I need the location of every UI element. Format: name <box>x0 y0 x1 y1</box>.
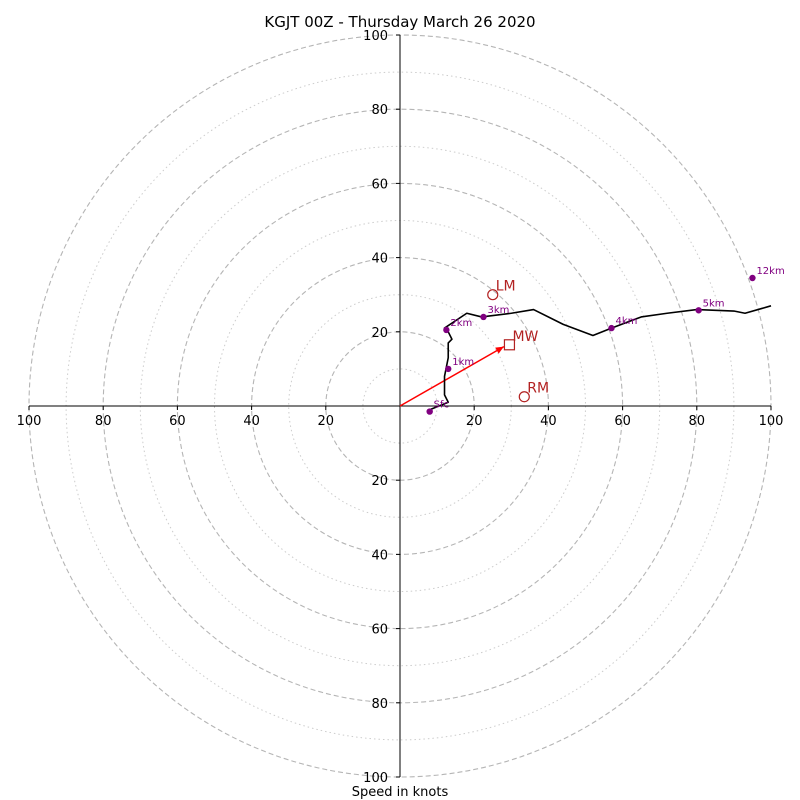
height-marker-point <box>443 326 450 334</box>
x-tick-label: 80 <box>689 414 706 429</box>
y-tick-label: 20 <box>371 326 388 341</box>
mean-wind-marker <box>503 339 516 351</box>
storm-motion-label: LM <box>496 279 516 295</box>
x-tick-label: 60 <box>169 414 186 429</box>
y-tick-label: 80 <box>371 697 388 712</box>
height-marker-point <box>608 324 615 332</box>
x-tick-label: 100 <box>17 414 42 429</box>
storm-motion-label: MW <box>512 329 538 345</box>
y-tick-label: 40 <box>371 252 388 267</box>
height-markers: Sfc 1km 2km 3km 4km 5km 12km <box>426 266 785 415</box>
hodograph-line <box>429 305 772 411</box>
x-tick-label: 20 <box>318 414 335 429</box>
height-marker-label: Sfc <box>434 400 449 411</box>
y-tick-label: 100 <box>363 771 388 786</box>
y-tick-label: 60 <box>371 177 388 192</box>
x-tick-label: 100 <box>759 414 784 429</box>
shear-vector <box>399 345 505 407</box>
y-tick-label: 60 <box>371 623 388 638</box>
y-tick-label: 40 <box>371 548 388 563</box>
y-tick-label: 100 <box>363 29 388 44</box>
height-marker-label: 3km <box>487 305 509 316</box>
x-tick-label: 20 <box>466 414 483 429</box>
y-tick-label: 80 <box>371 103 388 118</box>
shear-vector-line <box>399 345 505 407</box>
shear-vector-arrowhead <box>495 346 504 354</box>
height-marker-point <box>749 274 756 282</box>
height-marker-point <box>480 313 487 321</box>
y-tick-label: 20 <box>371 474 388 489</box>
storm-motion-label: RM <box>527 381 549 397</box>
x-tick-label: 40 <box>243 414 260 429</box>
height-marker-point <box>695 307 702 314</box>
storm-motion-markers: LM MW RM <box>487 279 549 403</box>
x-axis-label: Speed in knots <box>352 785 449 800</box>
height-marker-label: 12km <box>756 266 784 277</box>
height-marker-label: 5km <box>703 298 725 309</box>
chart-title: KGJT 00Z - Thursday March 26 2020 <box>264 13 535 31</box>
x-tick-label: 80 <box>95 414 112 429</box>
hodograph-trace <box>429 305 772 411</box>
height-marker-label: 4km <box>615 316 637 327</box>
x-tick-label: 40 <box>540 414 557 429</box>
x-tick-label: 60 <box>614 414 631 429</box>
tick-labels: 100 80 60 40 20 20 40 60 80 100 20 40 60 80 100 20 40 60 8… <box>17 29 784 786</box>
storm-motion-marker <box>487 289 499 301</box>
height-marker-point <box>426 408 433 415</box>
storm-motion-marker <box>518 391 530 403</box>
height-marker-label: 2km <box>450 318 472 329</box>
height-marker-label: 1km <box>452 357 474 368</box>
height-marker-point <box>445 365 452 373</box>
